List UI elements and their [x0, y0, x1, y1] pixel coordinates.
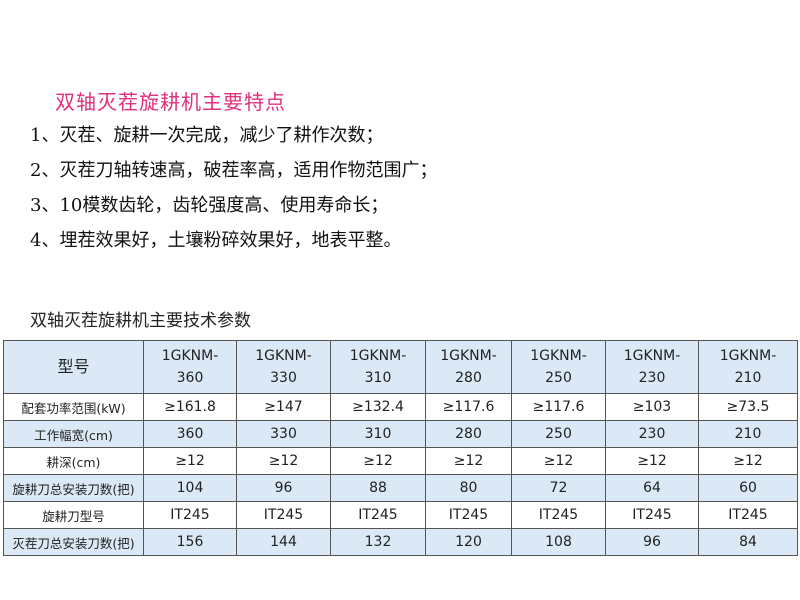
table-cell: 330	[236, 420, 331, 448]
table-cell: IT245	[330, 501, 426, 529]
table-cell: 210	[698, 420, 798, 448]
model-prefix: 1GKNM-	[349, 348, 407, 364]
model-header: 1GKNM- 250	[511, 340, 606, 394]
model-number: 210	[734, 370, 762, 386]
model-header: 1GKNM- 330	[236, 340, 331, 394]
row-label: 灭茬刀总安装刀数(把)	[3, 528, 144, 556]
table-row: 工作幅宽(cm) 360 330 310 280 250 230 210	[3, 420, 798, 448]
table-cell: IT245	[143, 501, 237, 529]
model-prefix: 1GKNM-	[440, 348, 497, 364]
table-cell: ≥12	[425, 447, 512, 475]
table-cell: 144	[236, 528, 331, 556]
model-number: 230	[638, 370, 666, 386]
table-cell: ≥12	[511, 447, 606, 475]
row-label: 工作幅宽(cm)	[3, 420, 144, 448]
model-prefix: 1GKNM-	[623, 348, 681, 364]
table-header-row: 型号 1GKNM- 360 1GKNM- 330 1GKNM- 310 1GKNM- 280 1G…	[3, 340, 798, 394]
model-number: 330	[270, 370, 297, 386]
table-cell: ≥12	[605, 447, 699, 475]
table-cell: ≥12	[143, 447, 237, 475]
table-cell: IT245	[511, 501, 606, 529]
model-prefix: 1GKNM-	[719, 348, 777, 364]
row-label: 旋耕刀总安装刀数(把)	[3, 474, 144, 502]
table-cell: 156	[143, 528, 237, 556]
model-prefix: 1GKNM-	[530, 348, 587, 364]
table-cell: 280	[425, 420, 512, 448]
table-cell: 80	[425, 474, 512, 502]
table-row: 配套功率范围(kW) ≥161.8 ≥147 ≥132.4 ≥117.6 ≥117.6 ≥1…	[3, 393, 798, 421]
model-number: 250	[545, 370, 572, 386]
model-number: 280	[455, 370, 482, 386]
table-cell: 84	[698, 528, 798, 556]
features-list: 1、灭茬、旋耕一次完成，减少了耕作次数； 2、灭茬刀轴转速高，破茬率高，适用作物…	[30, 124, 437, 264]
table-row: 旋耕刀总安装刀数(把) 104 96 88 80 72 64 60	[3, 474, 798, 502]
table-cell: ≥147	[236, 393, 331, 421]
model-header: 1GKNM- 280	[425, 340, 512, 394]
model-number: 360	[176, 370, 204, 386]
model-header: 1GKNM- 210	[698, 340, 798, 394]
specs-title: 双轴灭茬旋耕机主要技术参数	[30, 311, 251, 331]
table-cell: IT245	[698, 501, 798, 529]
table-cell: ≥117.6	[425, 393, 512, 421]
table-cell: 310	[330, 420, 426, 448]
table-cell: ≥12	[236, 447, 331, 475]
model-header: 1GKNM- 310	[330, 340, 426, 394]
table-cell: 88	[330, 474, 426, 502]
table-cell: 60	[698, 474, 798, 502]
table-cell: ≥161.8	[143, 393, 237, 421]
model-prefix: 1GKNM-	[255, 348, 312, 364]
table-row: 旋耕刀型号 IT245 IT245 IT245 IT245 IT245 IT245 IT245	[3, 501, 798, 529]
table-cell: IT245	[236, 501, 331, 529]
table-cell: 72	[511, 474, 606, 502]
table-cell: 132	[330, 528, 426, 556]
model-number: 310	[364, 370, 392, 386]
row-label: 配套功率范围(kW)	[3, 393, 144, 421]
feature-item: 4、埋茬效果好，土壤粉碎效果好，地表平整。	[30, 230, 402, 251]
table-cell: 120	[425, 528, 512, 556]
model-header: 1GKNM- 360	[143, 340, 237, 394]
feature-item: 1、灭茬、旋耕一次完成，减少了耕作次数；	[30, 125, 384, 146]
table-cell: ≥117.6	[511, 393, 606, 421]
header-label: 型号	[3, 340, 144, 394]
row-label: 旋耕刀型号	[3, 501, 144, 529]
table-cell: 360	[143, 420, 237, 448]
table-cell: ≥12	[330, 447, 426, 475]
table-cell: 96	[236, 474, 331, 502]
table-cell: 64	[605, 474, 699, 502]
table-cell: 104	[143, 474, 237, 502]
table-cell: ≥132.4	[330, 393, 426, 421]
table-cell: 108	[511, 528, 606, 556]
model-prefix: 1GKNM-	[161, 348, 219, 364]
model-header: 1GKNM- 230	[605, 340, 699, 394]
table-cell: 230	[605, 420, 699, 448]
table-cell: 96	[605, 528, 699, 556]
specs-table: 型号 1GKNM- 360 1GKNM- 330 1GKNM- 310 1GKNM- 280 1G…	[3, 340, 798, 556]
features-title: 双轴灭茬旋耕机主要特点	[55, 90, 286, 114]
table-cell: 250	[511, 420, 606, 448]
row-label: 耕深(cm)	[3, 447, 144, 475]
table-row: 耕深(cm) ≥12 ≥12 ≥12 ≥12 ≥12 ≥12 ≥12	[3, 447, 798, 475]
feature-item: 2、灭茬刀轴转速高，破茬率高，适用作物范围广；	[30, 160, 438, 181]
table-row: 灭茬刀总安装刀数(把) 156 144 132 120 108 96 84	[3, 528, 798, 556]
table-cell: ≥73.5	[698, 393, 798, 421]
table-cell: IT245	[605, 501, 699, 529]
feature-item: 3、10模数齿轮，齿轮强度高、使用寿命长；	[30, 195, 389, 216]
table-cell: ≥12	[698, 447, 798, 475]
table-cell: IT245	[425, 501, 512, 529]
table-cell: ≥103	[605, 393, 699, 421]
